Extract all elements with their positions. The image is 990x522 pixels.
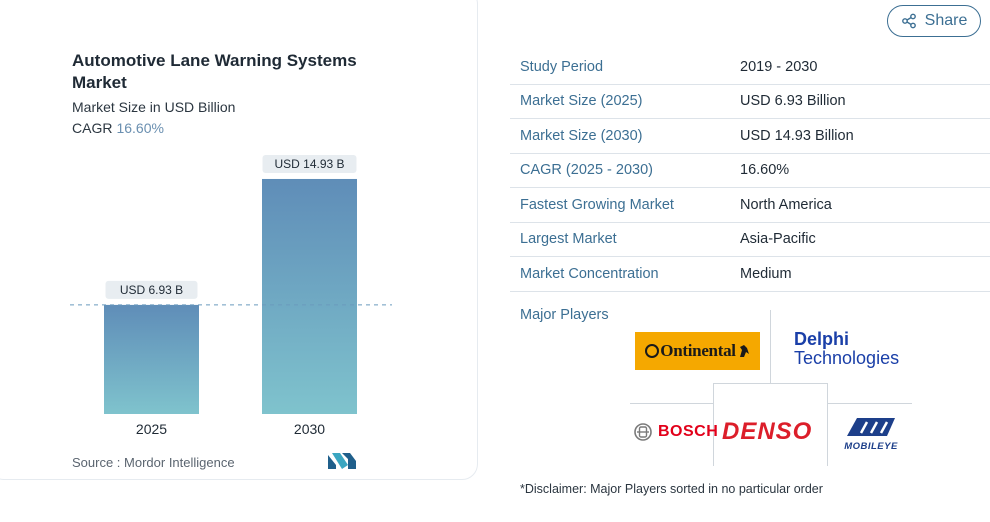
row-key: Market Size (2025) bbox=[520, 93, 643, 110]
continental-logo: Ontinental bbox=[635, 332, 760, 370]
category-label: 2030 bbox=[294, 421, 325, 437]
continental-text: Ontinental bbox=[660, 341, 736, 360]
denso-logo: DENSO bbox=[722, 418, 813, 445]
continental-horse-icon bbox=[739, 345, 749, 357]
bosch-armature-icon bbox=[634, 423, 652, 441]
table-row: Fastest Growing Market North America bbox=[510, 188, 990, 223]
bosch-logo: BOSCH bbox=[634, 423, 718, 441]
share-label: Share bbox=[924, 12, 968, 29]
market-card bbox=[0, 0, 478, 480]
row-key: Largest Market bbox=[520, 231, 617, 248]
chart-subtitle: Market Size in USD Billion bbox=[72, 99, 236, 115]
grid-divider bbox=[630, 403, 713, 404]
market-snapshot-table: Study Period 2019 - 2030 Market Size (20… bbox=[510, 50, 990, 292]
delphi-technologies-text: Technologies bbox=[794, 348, 900, 368]
data-label-bg bbox=[262, 154, 357, 173]
cagr-line: CAGR 16.60% bbox=[72, 120, 164, 136]
share-button[interactable]: Share bbox=[887, 5, 981, 37]
table-row: Market Concentration Medium bbox=[510, 257, 990, 292]
mordor-logo-icon bbox=[328, 453, 356, 469]
cagr-label: CAGR bbox=[72, 120, 113, 136]
row-key: CAGR (2025 - 2030) bbox=[520, 162, 653, 179]
table-row: Study Period 2019 - 2030 bbox=[510, 50, 990, 85]
row-value: 16.60% bbox=[740, 162, 790, 179]
data-label-bg bbox=[105, 280, 198, 299]
row-value: 2019 - 2030 bbox=[740, 58, 818, 75]
bar-2025 bbox=[104, 304, 199, 414]
bosch-text: BOSCH bbox=[658, 423, 719, 440]
grid-divider bbox=[770, 310, 771, 383]
major-players-label: Major Players bbox=[520, 307, 609, 323]
row-key: Market Size (2030) bbox=[520, 127, 643, 144]
row-value: USD 14.93 Billion bbox=[740, 127, 854, 144]
disclaimer-text: *Disclaimer: Major Players sorted in no … bbox=[520, 482, 823, 496]
delphi-logo: Delphi Technologies bbox=[794, 330, 899, 368]
row-key: Fastest Growing Market bbox=[520, 196, 674, 213]
source-text: Source : Mordor Intelligence bbox=[72, 455, 235, 470]
bar-2030 bbox=[262, 178, 357, 414]
grid-divider bbox=[828, 403, 912, 404]
bar-chart: USD 6.93 B 2025 USD 14.93 B 2030 bbox=[70, 154, 392, 437]
chart-title: Automotive Lane Warning Systems Market bbox=[72, 51, 357, 92]
table-row: Largest Market Asia-Pacific bbox=[510, 223, 990, 257]
data-label: USD 6.93 B bbox=[120, 283, 183, 297]
share-icon bbox=[901, 13, 916, 29]
row-value: Asia-Pacific bbox=[740, 231, 816, 248]
row-value: USD 6.93 Billion bbox=[740, 93, 846, 110]
delphi-text: Delphi bbox=[794, 329, 850, 349]
row-value: Medium bbox=[740, 265, 792, 282]
table-row: CAGR (2025 - 2030) 16.60% bbox=[510, 154, 990, 188]
data-label: USD 14.93 B bbox=[274, 157, 344, 171]
mobileye-eye-icon bbox=[847, 418, 895, 436]
grid-divider bbox=[713, 383, 714, 466]
table-row: Market Size (2030) USD 14.93 Billion bbox=[510, 119, 990, 154]
row-value: North America bbox=[740, 196, 832, 213]
grid-divider bbox=[827, 383, 828, 466]
mobileye-text: MOBILEYE bbox=[844, 441, 898, 452]
mobileye-logo: MOBILEYE bbox=[830, 416, 912, 452]
cagr-value: 16.60% bbox=[116, 120, 164, 136]
category-label: 2025 bbox=[136, 421, 167, 437]
grid-divider bbox=[713, 383, 828, 384]
table-row: Market Size (2025) USD 6.93 Billion bbox=[510, 85, 990, 119]
row-key: Market Concentration bbox=[520, 265, 659, 282]
major-players-logos: Ontinental Delphi Technologies BOSCH DEN… bbox=[630, 310, 912, 466]
row-key: Study Period bbox=[520, 58, 604, 75]
